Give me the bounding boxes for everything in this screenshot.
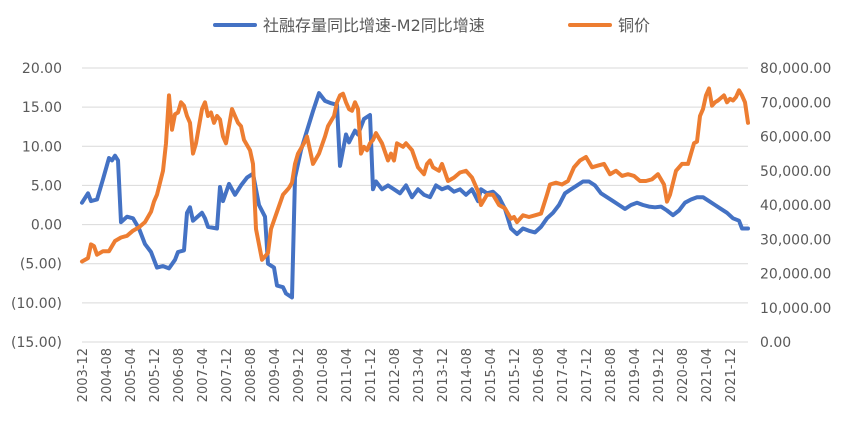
x-tick-label: 2006-08 [172,348,187,402]
right-tick-label: 40,000.00 [760,198,831,214]
legend-label: 铜价 [618,16,650,35]
series-line-copper-price [80,86,750,264]
x-tick-label: 2018-08 [604,348,619,402]
x-tick-label: 2010-08 [316,348,331,402]
x-tick-label: 2021-12 [724,348,739,402]
left-tick-label: 0.00 [31,218,62,234]
left-tick-label: (5.00) [20,257,62,273]
x-tick-label: 2009-04 [268,348,283,402]
right-tick-label: 60,000.00 [760,130,831,146]
left-tick-label: (10.00) [11,296,62,312]
x-tick-label: 2011-04 [340,348,355,402]
left-tick-label: 20.00 [22,61,62,77]
legend-label: 社融存量同比增速-M2同比增速 [263,16,485,35]
x-axis: 2003-12 2004-08 2005-04 2005-12 2006-08 2007-… [76,348,739,402]
series-line-tsf-minus-m2 [80,91,750,300]
x-tick-label: 2020-08 [676,348,691,402]
right-tick-label: 30,000.00 [760,232,831,248]
x-tick-label: 2007-04 [196,348,211,402]
right-axis: 80,000.00 70,000.00 60,000.00 50,000.00 40,0… [760,61,831,351]
x-tick-label: 2013-12 [436,348,451,402]
left-tick-label: 15.00 [22,100,62,116]
x-tick-label: 2009-12 [292,348,307,402]
x-tick-label: 2008-08 [244,348,259,402]
left-tick-label: 10.00 [22,139,62,155]
left-tick-label: (15.00) [11,335,62,351]
x-tick-label: 2016-08 [532,348,547,402]
x-tick-label: 2019-12 [652,348,667,402]
x-tick-label: 2017-12 [580,348,595,402]
x-tick-label: 2011-12 [364,348,379,402]
x-tick-label: 2021-04 [700,348,715,402]
x-tick-label: 2014-08 [460,348,475,402]
legend: 社融存量同比增速-M2同比增速 铜价 [213,16,650,35]
left-tick-label: 5.00 [31,178,62,194]
x-tick-label: 2003-12 [76,348,91,402]
x-tick-label: 2004-08 [100,348,115,402]
x-tick-label: 2015-04 [484,348,499,402]
x-tick-label: 2007-12 [220,348,235,402]
x-tick-label: 2015-12 [508,348,523,402]
x-tick-label: 2013-04 [412,348,427,402]
x-tick-label: 2019-04 [628,348,643,402]
right-tick-label: 70,000.00 [760,95,831,111]
x-tick-label: 2012-08 [388,348,403,402]
left-axis: 20.00 15.00 10.00 5.00 0.00 (5.00) (10.00) (15.… [11,61,62,351]
right-tick-label: 10,000.00 [760,301,831,317]
x-tick-label: 2005-12 [148,348,163,402]
series-layer [80,86,750,300]
x-tick-label: 2005-04 [124,348,139,402]
right-tick-label: 20,000.00 [760,267,831,283]
right-tick-label: 80,000.00 [760,61,831,77]
right-tick-label: 0.00 [760,335,791,351]
right-tick-label: 50,000.00 [760,164,831,180]
x-tick-label: 2017-04 [556,348,571,402]
